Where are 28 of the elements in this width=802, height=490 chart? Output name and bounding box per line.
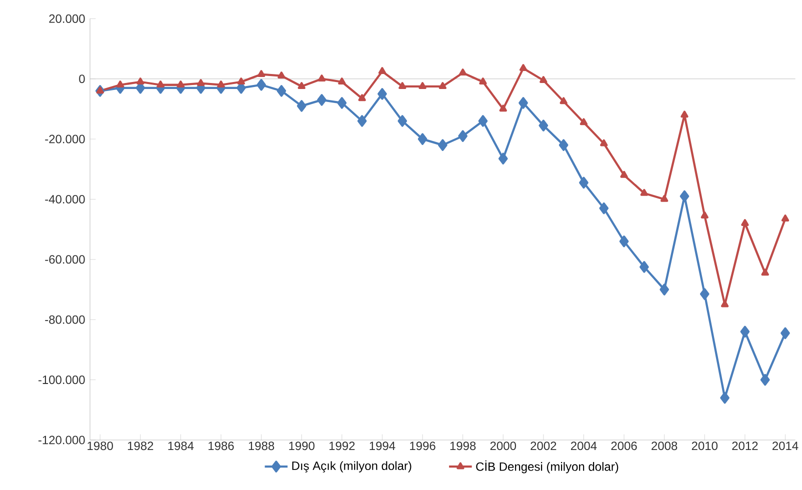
x-tick-label: 1998 [450, 442, 476, 450]
x-tick-label: 1990 [289, 442, 314, 450]
y-tick-label: -60.000 [45, 255, 85, 264]
x-tick-label: 1994 [370, 442, 396, 450]
x-tick-label: 1982 [128, 442, 154, 450]
x-tick-label: 2014 [772, 442, 798, 450]
y-tick-label: -100.000 [38, 376, 85, 384]
y-tick-label: -80.000 [45, 315, 85, 324]
x-tick-label: 2006 [611, 442, 637, 450]
x-tick-label: 2008 [652, 442, 678, 450]
x-tick-label: 2012 [732, 442, 758, 450]
x-tick-label: 1984 [168, 442, 194, 450]
y-tick-label: -120.000 [38, 436, 85, 444]
y-tick-label: 0 [79, 74, 85, 84]
x-tick-label: 2000 [490, 442, 516, 450]
y-tick-label: 20.000 [49, 14, 85, 23]
legend-label: CİB Dengesi (milyon dolar) [476, 460, 618, 474]
x-tick-label: 1988 [248, 442, 274, 450]
x-tick-label: 1992 [329, 442, 355, 450]
x-tick-label: 2002 [530, 442, 556, 450]
x-tick-label: 1996 [410, 442, 436, 450]
x-tick-label: 2010 [692, 442, 718, 450]
y-tick-label: -40.000 [45, 194, 85, 204]
legend-label: Dış Açık (milyon dolar) [292, 461, 412, 472]
x-tick-label: 2004 [570, 442, 597, 450]
x-tick-label: 1986 [208, 442, 234, 450]
x-tick-label: 1980 [88, 442, 113, 450]
y-tick-label: -20.000 [45, 134, 85, 144]
